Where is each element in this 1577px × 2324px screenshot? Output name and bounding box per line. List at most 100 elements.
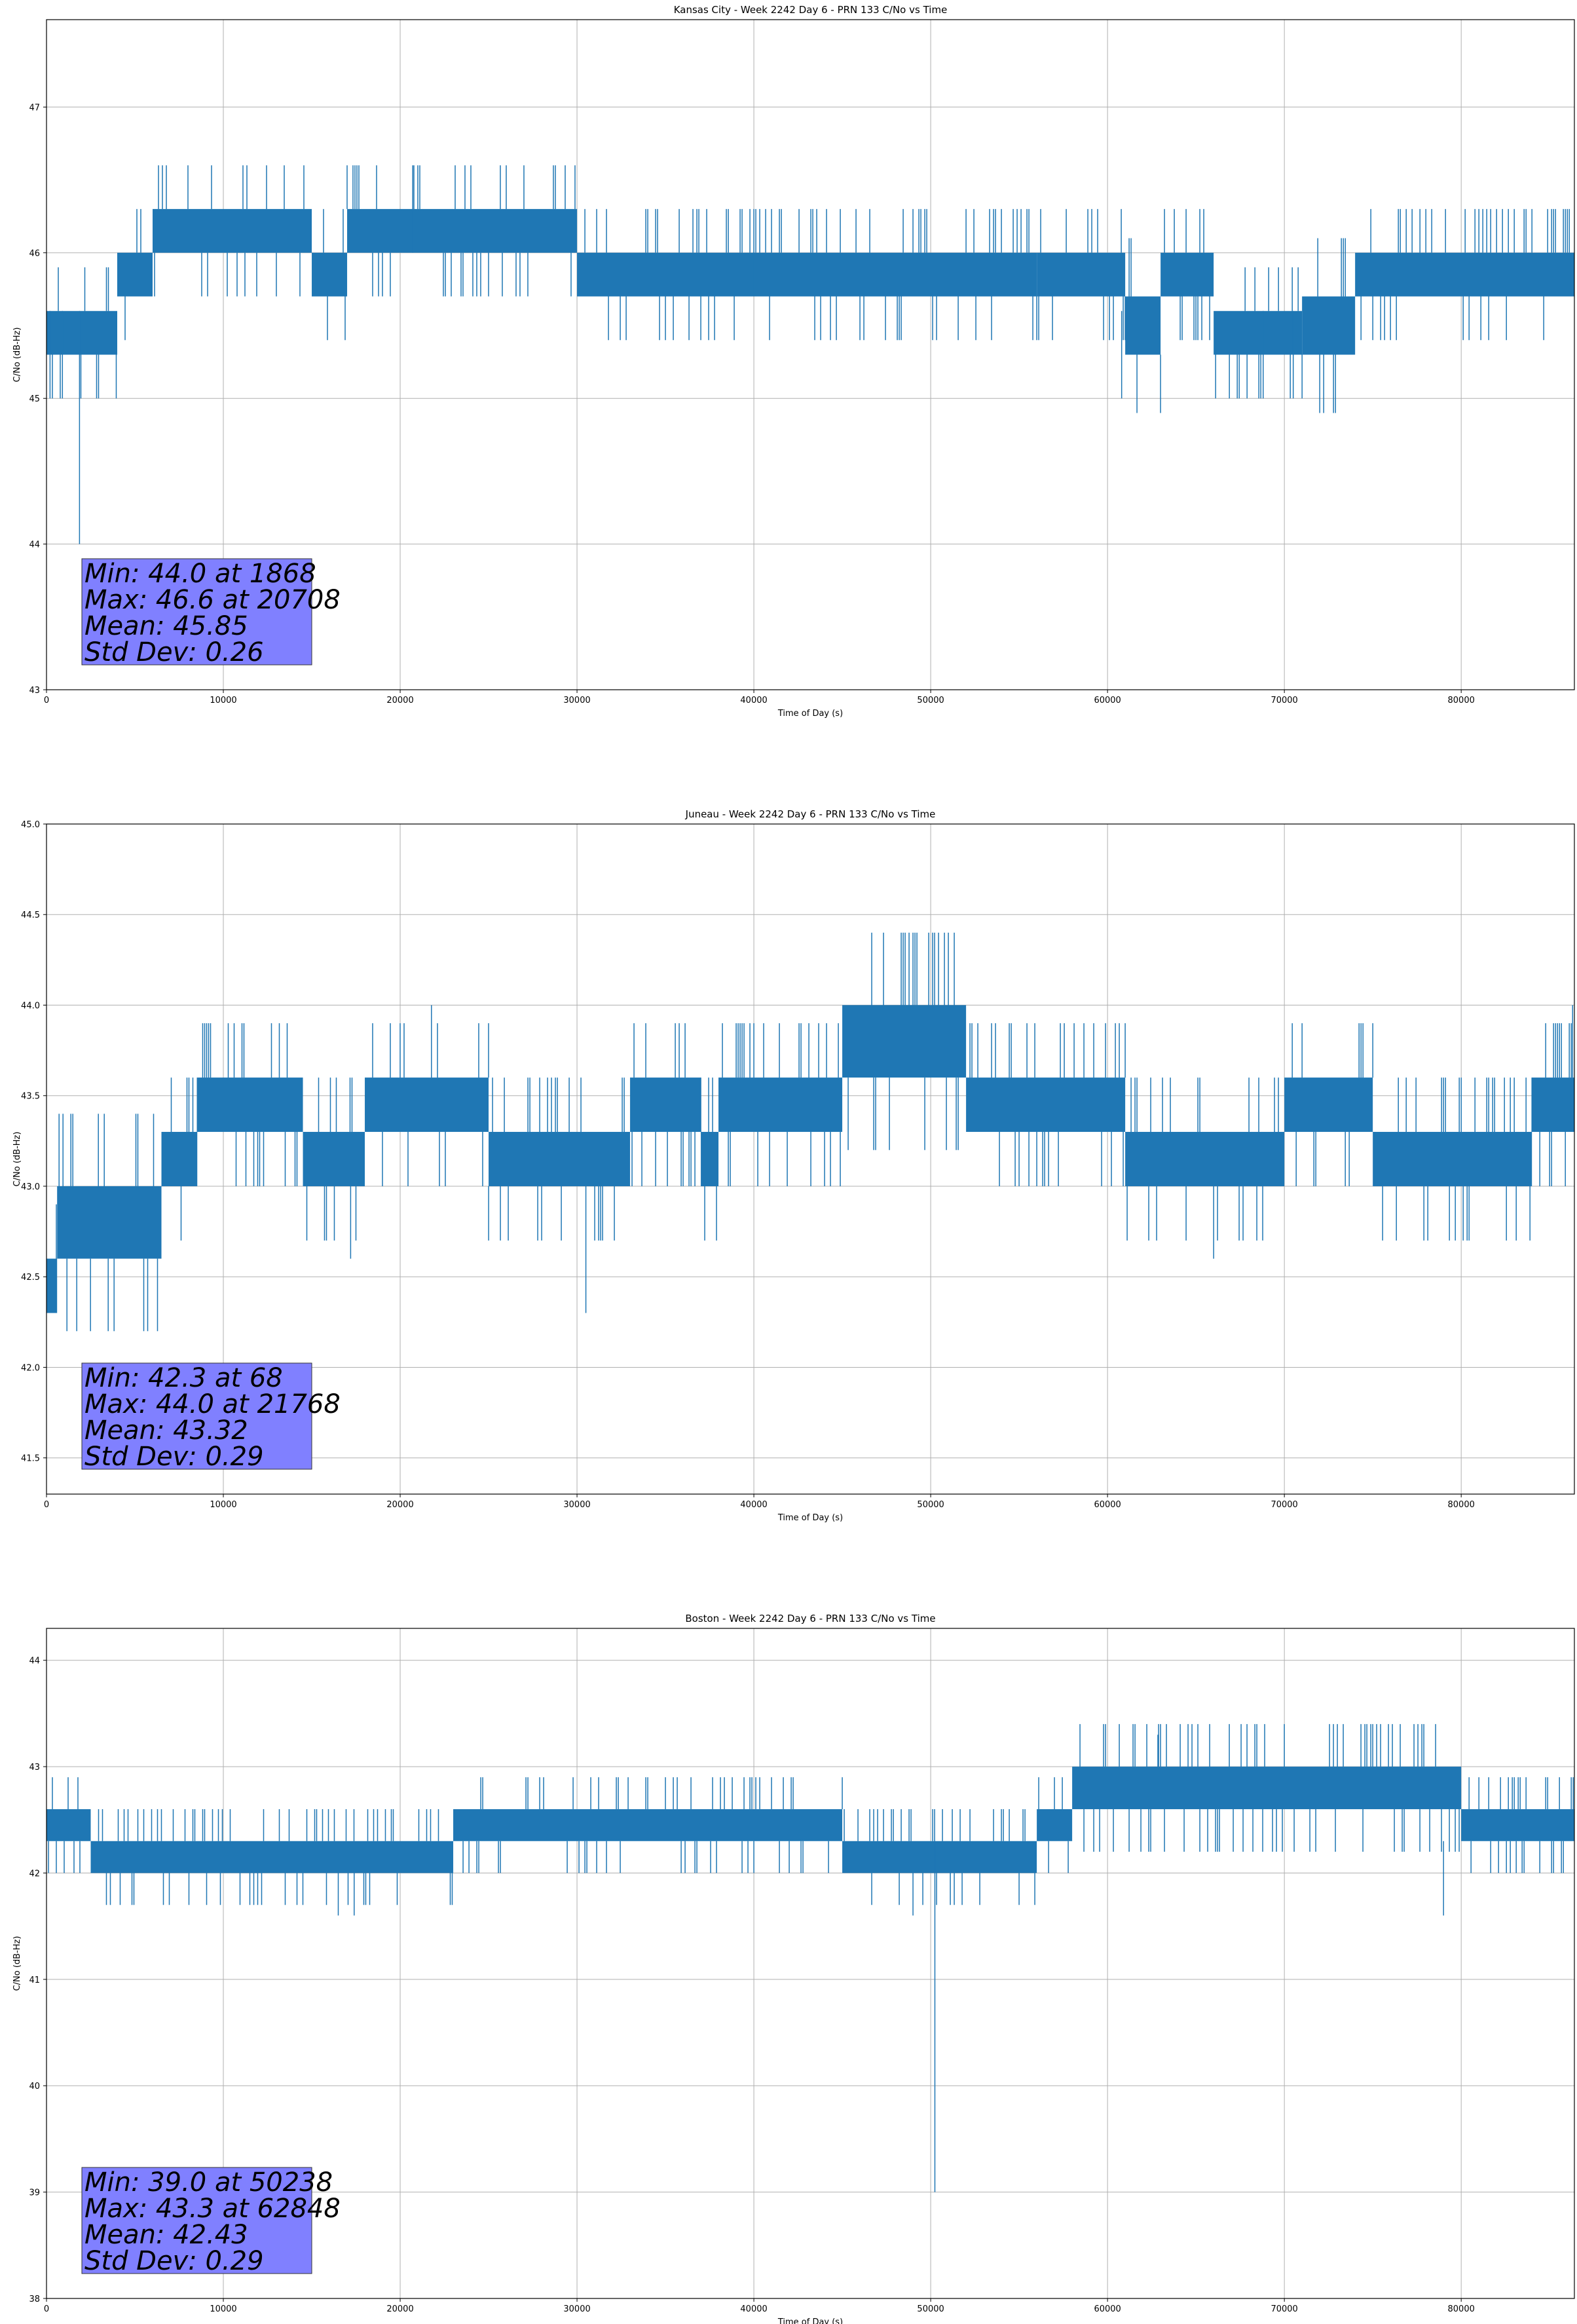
y-tick-label: 44.5 xyxy=(21,910,40,920)
x-tick-label: 70000 xyxy=(1271,1500,1297,1510)
x-tick-label: 60000 xyxy=(1094,2304,1121,2314)
series-band xyxy=(577,252,1037,297)
series-band xyxy=(312,252,348,297)
series-line xyxy=(46,165,1574,544)
x-tick-label: 20000 xyxy=(386,696,413,705)
y-tick-label: 41 xyxy=(29,1976,40,1985)
x-tick-label: 50000 xyxy=(917,2304,944,2314)
series-band xyxy=(126,1186,162,1259)
series-excursions xyxy=(47,932,1574,1332)
series-band xyxy=(117,252,153,297)
series-band xyxy=(347,209,578,253)
x-tick-label: 40000 xyxy=(740,696,767,705)
stats-box xyxy=(81,2167,312,2274)
y-tick-label: 44.0 xyxy=(21,1001,40,1011)
stats-line: Max: 44.0 at 21768 xyxy=(84,1389,341,1419)
x-tick-label: 40000 xyxy=(740,1500,767,1510)
series-band xyxy=(46,1809,91,1841)
series-band xyxy=(489,1132,631,1186)
chart-title: Juneau - Week 2242 Day 6 - PRN 133 C/No … xyxy=(685,808,936,820)
x-tick-label: 0 xyxy=(44,2304,49,2314)
y-tick-label: 45.0 xyxy=(21,820,40,830)
x-tick-label: 20000 xyxy=(386,1500,413,1510)
y-tick-label: 42.5 xyxy=(21,1273,40,1283)
plot-frame xyxy=(46,823,1575,1495)
x-tick-label: 10000 xyxy=(210,696,236,705)
series-band xyxy=(718,1078,843,1133)
stats-line: Std Dev: 0.29 xyxy=(84,2246,264,2276)
x-tick-label: 10000 xyxy=(210,1500,236,1510)
series-band xyxy=(1160,252,1214,297)
y-axis-label: C/No (dB-Hz) xyxy=(12,328,22,383)
stats-box xyxy=(81,558,312,665)
series-band xyxy=(1284,1078,1373,1133)
y-tick-label: 43.5 xyxy=(21,1092,40,1102)
y-tick-label: 42.0 xyxy=(21,1363,40,1373)
series-band xyxy=(90,1841,454,1873)
y-tick-label: 38 xyxy=(29,2295,40,2304)
plot-frame xyxy=(46,19,1575,690)
stats-line: Min: 42.3 at 68 xyxy=(84,1363,283,1393)
chart-title: Boston - Week 2242 Day 6 - PRN 133 C/No … xyxy=(685,1613,935,1624)
series-band xyxy=(1355,252,1574,297)
x-tick-label: 0 xyxy=(44,1500,49,1510)
y-tick-label: 46 xyxy=(29,249,40,259)
y-tick-label: 40 xyxy=(29,2082,40,2091)
chart-panel-3: 0 10000 20000 30000 40000 50000 60000 70000 8000… xyxy=(12,1613,1575,2324)
y-tick-label: 43 xyxy=(29,1763,40,1772)
series-band xyxy=(1037,252,1126,297)
series-band xyxy=(46,1258,58,1313)
series-band xyxy=(842,1005,967,1078)
series-band xyxy=(966,1078,1126,1133)
stats-line: Std Dev: 0.26 xyxy=(84,637,264,667)
chart-panel-2: 0 10000 20000 30000 40000 50000 60000 70000 8000… xyxy=(12,808,1575,1523)
stats-box xyxy=(81,1362,312,1470)
x-tick-label: 40000 xyxy=(740,2304,767,2314)
x-tick-label: 60000 xyxy=(1094,696,1121,705)
y-tick-label: 41.5 xyxy=(21,1454,40,1464)
chart-title: Kansas City - Week 2242 Day 6 - PRN 133 … xyxy=(674,4,948,16)
x-tick-label: 70000 xyxy=(1271,2304,1297,2314)
stats-line: Std Dev: 0.29 xyxy=(84,1442,264,1472)
y-axis-label: C/No (dB-Hz) xyxy=(12,1132,22,1187)
series-band xyxy=(1125,1132,1285,1186)
plot-frame xyxy=(46,1628,1575,2299)
series-excursions xyxy=(48,1724,1574,2192)
series-band xyxy=(161,1132,197,1186)
y-tick-label: 43 xyxy=(29,686,40,696)
x-tick-label: 50000 xyxy=(917,1500,944,1510)
y-tick-label: 39 xyxy=(29,2188,40,2198)
series-band xyxy=(842,1841,1037,1873)
series-band xyxy=(196,1078,303,1133)
series-band xyxy=(1461,1809,1574,1841)
series-band xyxy=(630,1078,701,1133)
series-band xyxy=(453,1809,843,1841)
series-band xyxy=(57,1186,126,1259)
x-tick-label: 30000 xyxy=(563,696,590,705)
series-line xyxy=(46,932,1574,1332)
x-tick-label: 0 xyxy=(44,696,49,705)
y-tick-label: 44 xyxy=(29,540,40,550)
series-line xyxy=(46,1724,1574,2192)
y-tick-label: 45 xyxy=(29,394,40,404)
x-tick-label: 50000 xyxy=(917,696,944,705)
x-tick-label: 70000 xyxy=(1271,696,1297,705)
y-axis-label: C/No (dB-Hz) xyxy=(12,1936,22,1991)
series-band xyxy=(153,209,312,253)
stats-line: Mean: 43.32 xyxy=(84,1415,248,1446)
stats-line: Max: 43.3 at 62848 xyxy=(84,2194,341,2224)
y-tick-label: 47 xyxy=(29,103,40,113)
x-tick-label: 80000 xyxy=(1448,1500,1475,1510)
x-axis-label: Time of Day (s) xyxy=(777,2317,843,2324)
x-tick-label: 20000 xyxy=(386,2304,413,2314)
x-tick-label: 80000 xyxy=(1448,696,1475,705)
series-band xyxy=(365,1078,489,1133)
series-band xyxy=(1532,1078,1574,1133)
series-band xyxy=(46,310,73,355)
series-band xyxy=(1214,310,1303,355)
x-tick-label: 30000 xyxy=(563,2304,590,2314)
chart-panel-1: 0 10000 20000 30000 40000 50000 60000 70000 8000… xyxy=(12,4,1575,719)
x-tick-label: 80000 xyxy=(1448,2304,1475,2314)
series-band xyxy=(1072,1767,1462,1810)
